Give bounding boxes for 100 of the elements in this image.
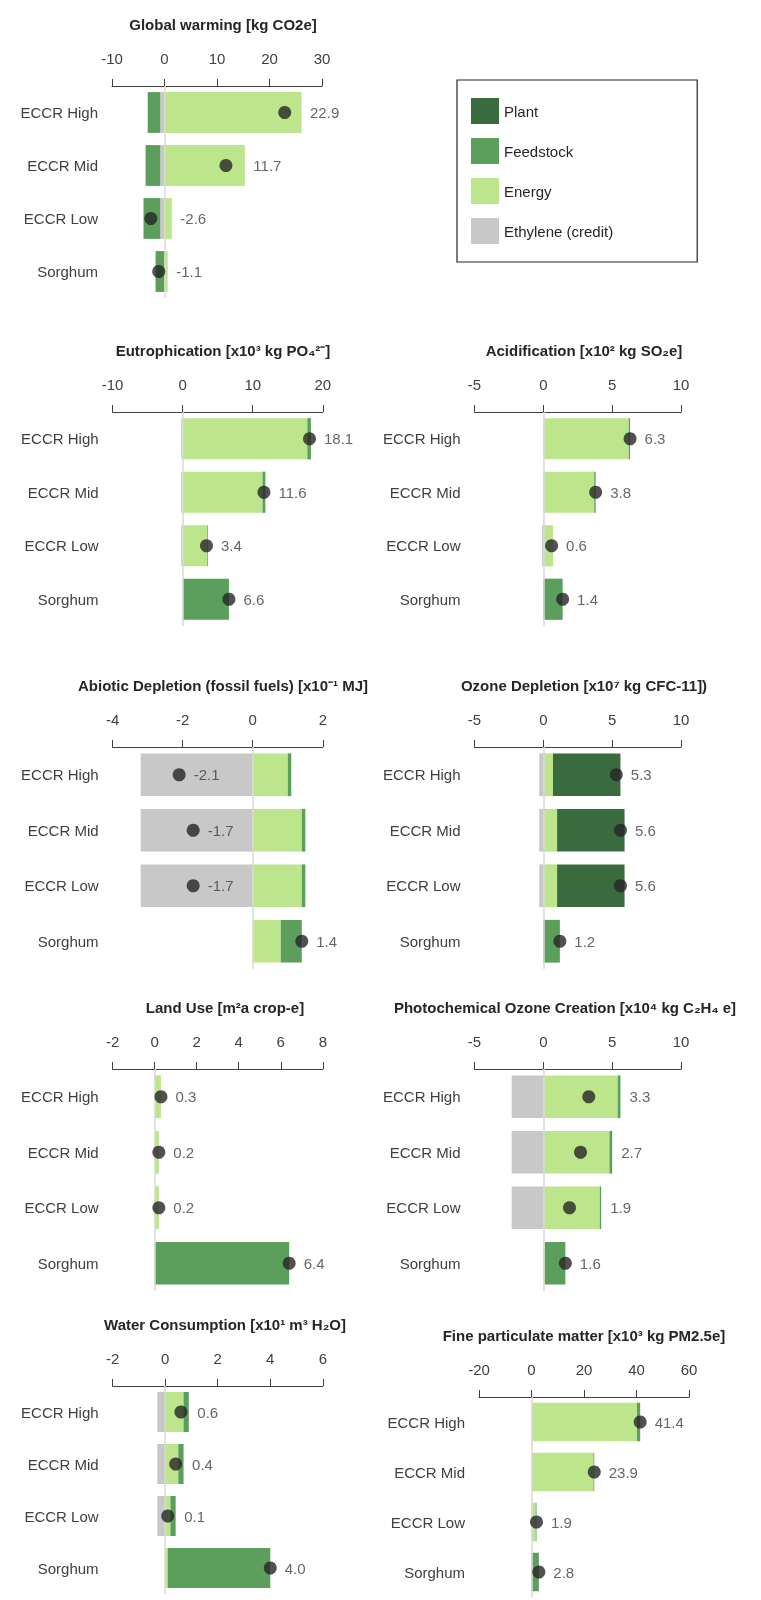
x-tick-label: -10 (101, 50, 123, 67)
x-tick-label: 10 (672, 376, 690, 393)
x-tick-label: 0 (539, 376, 548, 393)
chart-title: Ozone Depletion [x10⁷ kg CFC-11]) (460, 677, 708, 694)
data-label: -2.1 (193, 766, 220, 784)
x-tick-label: 5 (608, 711, 617, 728)
y-tick-label: ECCR Low (390, 1513, 466, 1531)
y-tick-label: Sorghum (37, 932, 99, 950)
legend-label: Plant (504, 102, 540, 120)
y-tick-label: ECCR Mid (27, 157, 98, 174)
x-tick-label: 0 (150, 1033, 159, 1050)
y-tick-label: ECCR Low (23, 210, 99, 227)
chart-title: Photochemical Ozone Creation [x10⁴ kg C₂H₄ e] (393, 999, 737, 1016)
y-tick-label: ECCR High (382, 430, 461, 448)
y-tick-label: ECCR Mid (27, 483, 99, 501)
data-label: 1.6 (579, 1254, 601, 1272)
legend-label: Feedstock (504, 142, 574, 160)
x-tick-label: 2 (192, 1033, 201, 1050)
x-tick-label: 0 (539, 1033, 548, 1050)
data-label: -1.1 (176, 263, 203, 280)
data-label: 6.4 (303, 1254, 325, 1272)
data-label: 2.8 (553, 1563, 575, 1581)
y-tick-label: ECCR High (21, 430, 99, 448)
x-tick-label: 5 (608, 1033, 617, 1050)
y-tick-label: ECCR High (21, 1088, 99, 1106)
y-tick-label: ECCR High (382, 766, 461, 784)
data-label: 6.6 (243, 590, 265, 608)
x-tick-label: 0 (527, 1361, 536, 1378)
data-label: 0.6 (197, 1403, 219, 1421)
chart-title: Global warming [kg CO2e] (129, 16, 317, 33)
y-tick-label: Sorghum (37, 1254, 99, 1272)
data-label: 0.2 (173, 1143, 195, 1161)
y-tick-label: ECCR Low (24, 1199, 99, 1217)
y-tick-label: ECCR Mid (394, 1463, 465, 1481)
x-tick-label: 10 (672, 1033, 690, 1050)
data-label: 4.0 (284, 1559, 306, 1577)
y-tick-label: ECCR Low (386, 1199, 461, 1217)
data-label: 22.9 (310, 104, 340, 121)
data-label: 6.3 (644, 430, 666, 448)
x-tick-label: 10 (208, 50, 226, 67)
data-label: -1.7 (207, 877, 234, 895)
y-tick-label: ECCR High (382, 1088, 461, 1106)
y-tick-label: Sorghum (37, 263, 98, 280)
x-tick-label: -10 (101, 376, 124, 393)
data-label: 11.6 (278, 483, 307, 501)
data-label: 3.3 (629, 1088, 651, 1106)
data-label: 41.4 (654, 1413, 684, 1431)
x-tick-label: -4 (105, 711, 120, 728)
chart-title: Land Use [m²a crop-e] (145, 999, 305, 1016)
x-tick-label: 8 (318, 1033, 327, 1050)
chart-title: Eutrophication [x10³ kg PO₄²⁻] (115, 342, 331, 359)
x-tick-label: -20 (468, 1361, 490, 1378)
x-tick-label: -5 (467, 711, 482, 728)
y-tick-label: ECCR Mid (389, 483, 461, 501)
y-tick-label: Sorghum (399, 932, 461, 950)
y-tick-label: Sorghum (37, 1559, 99, 1577)
data-label: 1.4 (316, 932, 338, 950)
x-tick-label: 2 (318, 711, 327, 728)
x-tick-label: -2 (175, 711, 190, 728)
x-tick-label: 6 (318, 1350, 327, 1367)
x-tick-label: 4 (266, 1350, 275, 1367)
y-tick-label: ECCR Mid (27, 1143, 99, 1161)
data-label: 5.6 (634, 877, 656, 895)
data-label: -1.7 (207, 821, 234, 839)
x-tick-label: -2 (105, 1033, 120, 1050)
x-tick-label: 20 (575, 1361, 593, 1378)
x-tick-label: -2 (105, 1350, 120, 1367)
data-label: 1.4 (577, 590, 598, 608)
x-tick-label: 20 (314, 376, 332, 393)
y-tick-label: ECCR High (21, 766, 99, 784)
data-label: 18.1 (323, 430, 354, 448)
y-tick-label: ECCR High (20, 104, 98, 121)
data-label: 11.7 (253, 157, 282, 174)
x-tick-label: 30 (313, 50, 331, 67)
x-tick-label: 0 (160, 1350, 170, 1367)
data-label: 3.4 (220, 537, 242, 555)
data-label: 0.2 (173, 1199, 195, 1217)
x-tick-label: 0 (160, 50, 169, 67)
legend-label: Energy (504, 182, 553, 200)
data-label: 5.3 (630, 766, 652, 784)
x-tick-label: -5 (467, 376, 482, 393)
data-label: 3.8 (610, 483, 632, 501)
y-tick-label: ECCR Low (386, 537, 461, 555)
x-tick-label: 0 (178, 376, 187, 393)
chart-title: Fine particulate matter [x10³ kg PM2.5e] (442, 1327, 726, 1344)
x-tick-label: 10 (672, 711, 690, 728)
y-tick-label: Sorghum (404, 1563, 465, 1581)
y-tick-label: Sorghum (37, 590, 99, 608)
data-label: 0.1 (184, 1507, 206, 1525)
chart-title: Abiotic Depletion (fossil fuels) [x10⁻¹ MJ] (77, 677, 369, 694)
data-label: 0.6 (566, 537, 587, 555)
x-tick-label: -5 (467, 1033, 482, 1050)
y-tick-label: ECCR Low (24, 877, 99, 895)
data-label: -2.6 (180, 210, 207, 227)
data-label: 2.7 (621, 1143, 643, 1161)
y-tick-label: Sorghum (399, 590, 461, 608)
y-tick-label: ECCR Mid (27, 1455, 99, 1473)
y-tick-label: ECCR Low (24, 1507, 99, 1525)
y-tick-label: ECCR Low (386, 877, 461, 895)
x-tick-label: 6 (276, 1033, 285, 1050)
